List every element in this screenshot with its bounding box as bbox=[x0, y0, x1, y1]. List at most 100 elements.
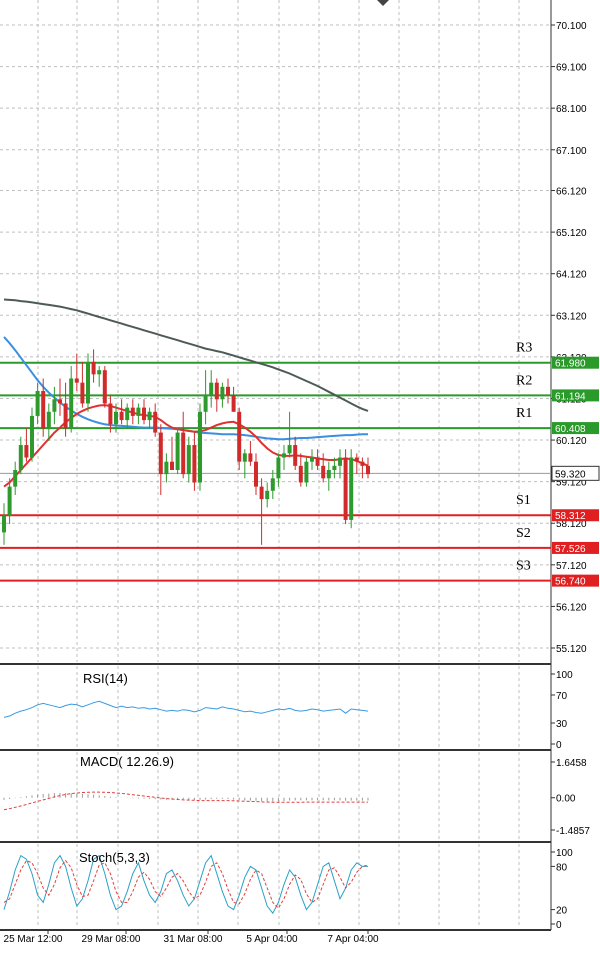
candle bbox=[91, 349, 96, 383]
candle-body bbox=[259, 486, 264, 500]
candle-body bbox=[181, 432, 186, 475]
candle bbox=[231, 386, 236, 412]
candle bbox=[58, 378, 62, 416]
candle bbox=[153, 403, 158, 437]
candle bbox=[214, 378, 219, 412]
candle-body bbox=[354, 457, 359, 462]
level-label-r3: R3 bbox=[516, 341, 532, 356]
candle-body bbox=[142, 407, 146, 421]
level-label-s1: S1 bbox=[516, 493, 531, 508]
candle bbox=[265, 482, 270, 508]
scroll-marker-icon[interactable] bbox=[377, 0, 389, 6]
stoch-tick-label: 100 bbox=[556, 848, 573, 859]
candle bbox=[181, 411, 186, 479]
candle bbox=[282, 445, 286, 470]
candle bbox=[97, 366, 102, 387]
candle bbox=[298, 453, 303, 487]
candle-body bbox=[293, 445, 298, 466]
level-label-s3: S3 bbox=[516, 559, 531, 574]
candle-body bbox=[226, 386, 230, 396]
level-price-value: 57.526 bbox=[555, 544, 586, 555]
stoch-tick-label: 80 bbox=[556, 862, 568, 873]
candle bbox=[366, 457, 370, 479]
candle bbox=[326, 461, 331, 491]
price-tick-label: 70.100 bbox=[556, 21, 587, 32]
candle bbox=[13, 461, 18, 495]
candle-body bbox=[203, 395, 208, 412]
level-label-r1: R1 bbox=[516, 406, 532, 421]
candle bbox=[270, 470, 275, 500]
candle-body bbox=[332, 465, 337, 470]
candle-body bbox=[304, 461, 309, 483]
candle bbox=[164, 453, 169, 483]
stoch-title: Stoch(5,3,3) bbox=[79, 850, 150, 865]
candle-body bbox=[7, 486, 12, 516]
candle bbox=[254, 453, 258, 495]
candle-body bbox=[58, 399, 62, 404]
candle-body bbox=[315, 457, 320, 466]
candle bbox=[237, 407, 242, 470]
macd-tick-label: -1.4857 bbox=[556, 826, 590, 837]
candle-body bbox=[164, 461, 169, 475]
stoch-tick-label: 20 bbox=[556, 906, 568, 917]
candle bbox=[69, 366, 74, 433]
candle bbox=[321, 453, 326, 483]
level-price-tag bbox=[552, 389, 599, 402]
candle-body bbox=[254, 461, 258, 487]
stoch-d-line bbox=[3, 859, 369, 910]
price-tick-label: 57.120 bbox=[556, 561, 587, 572]
candle bbox=[130, 399, 135, 425]
candle-body bbox=[270, 478, 275, 491]
candle-body bbox=[343, 457, 348, 520]
candle-body bbox=[102, 370, 107, 404]
candle-body bbox=[2, 515, 6, 533]
candle bbox=[136, 403, 141, 425]
candle bbox=[52, 386, 57, 425]
candle bbox=[175, 428, 180, 475]
candle bbox=[170, 436, 174, 470]
candle-body bbox=[52, 399, 57, 412]
candle-body bbox=[349, 457, 354, 520]
candle bbox=[209, 370, 214, 408]
ma-slow-line bbox=[3, 298, 369, 412]
candle bbox=[242, 449, 247, 479]
candle bbox=[203, 370, 208, 425]
macd-title: MACD( 12.26.9) bbox=[80, 754, 174, 769]
candle-body bbox=[80, 382, 85, 404]
candle-body bbox=[282, 453, 286, 458]
candle bbox=[158, 424, 163, 495]
candle-body bbox=[326, 470, 331, 479]
price-tick-label: 64.120 bbox=[556, 270, 587, 281]
time-tick-label: 5 Apr 04:00 bbox=[246, 934, 298, 945]
rsi-tick-label: 30 bbox=[556, 719, 568, 730]
candle-body bbox=[186, 445, 191, 475]
candle-body bbox=[198, 411, 202, 483]
candle bbox=[18, 436, 23, 475]
macd-signal-line bbox=[3, 791, 368, 811]
candle bbox=[332, 457, 337, 479]
candle-body bbox=[248, 453, 253, 462]
macd-tick-label: 1.6458 bbox=[556, 758, 587, 769]
candle bbox=[198, 403, 202, 491]
candle-body bbox=[220, 386, 225, 400]
level-price-tag bbox=[552, 509, 599, 522]
candle-body bbox=[130, 407, 135, 416]
price-tick-label: 69.100 bbox=[556, 63, 587, 74]
candle-body bbox=[114, 411, 118, 425]
candle-body bbox=[209, 382, 214, 396]
candle-body bbox=[265, 490, 270, 500]
candle-body bbox=[153, 411, 158, 433]
candle-body bbox=[41, 390, 46, 429]
candle bbox=[287, 411, 292, 458]
candle bbox=[315, 449, 320, 470]
candle-body bbox=[276, 457, 281, 479]
candle-body bbox=[74, 378, 79, 383]
candle bbox=[7, 478, 12, 525]
candle-body bbox=[366, 465, 370, 475]
level-price-tag bbox=[552, 541, 599, 554]
candle bbox=[119, 399, 124, 425]
candle bbox=[2, 503, 6, 545]
candle-body bbox=[338, 457, 342, 466]
time-tick-label: 25 Mar 12:00 bbox=[4, 934, 63, 945]
